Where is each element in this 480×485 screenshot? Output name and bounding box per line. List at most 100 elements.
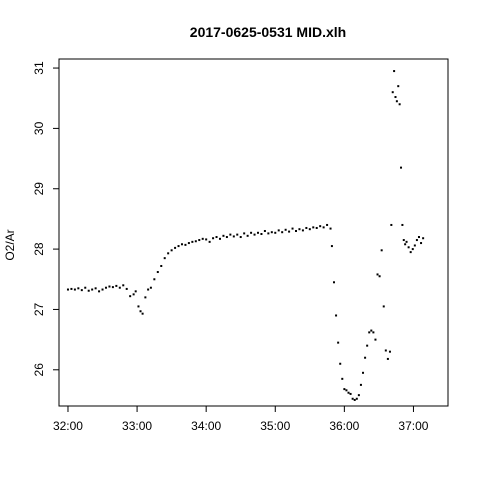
data-point xyxy=(331,245,333,247)
data-point xyxy=(188,242,190,244)
data-point xyxy=(140,310,142,312)
data-point xyxy=(81,289,83,291)
data-point xyxy=(372,331,374,333)
data-point xyxy=(281,231,283,233)
data-point xyxy=(420,242,422,244)
data-point xyxy=(216,236,218,238)
data-point xyxy=(70,288,72,290)
data-point xyxy=(137,305,139,307)
chart-title: 2017-0625-0531 MID.xlh xyxy=(190,24,346,40)
data-point xyxy=(278,229,280,231)
data-point xyxy=(153,278,155,280)
data-point xyxy=(410,251,412,253)
y-tick-label: 28 xyxy=(32,242,46,256)
data-point xyxy=(399,103,401,105)
x-tick-label: 33:00 xyxy=(122,419,152,433)
data-point xyxy=(309,228,311,230)
data-point xyxy=(198,239,200,241)
data-point xyxy=(240,236,242,238)
data-point xyxy=(383,305,385,307)
data-point xyxy=(77,287,79,289)
data-point xyxy=(205,238,207,240)
data-point xyxy=(389,351,391,353)
data-point xyxy=(144,296,146,298)
data-point xyxy=(108,286,110,288)
data-point xyxy=(330,228,332,230)
data-point xyxy=(178,245,180,247)
data-point xyxy=(91,289,93,291)
data-point xyxy=(298,228,300,230)
data-point xyxy=(292,228,294,230)
data-point xyxy=(341,378,343,380)
data-point xyxy=(335,314,337,316)
data-point xyxy=(392,91,394,93)
y-tick-label: 29 xyxy=(32,182,46,196)
data-point xyxy=(337,342,339,344)
data-point xyxy=(316,227,318,229)
data-point xyxy=(394,96,396,98)
data-point xyxy=(260,233,262,235)
data-point xyxy=(408,246,410,248)
data-point xyxy=(400,167,402,169)
data-point xyxy=(191,241,193,243)
x-tick-label: 34:00 xyxy=(191,419,221,433)
y-tick-label: 30 xyxy=(32,121,46,135)
data-point xyxy=(393,70,395,72)
data-point xyxy=(385,349,387,351)
data-point xyxy=(135,290,137,292)
data-point xyxy=(360,384,362,386)
y-tick-label: 31 xyxy=(32,61,46,75)
data-point xyxy=(354,399,356,401)
data-point xyxy=(160,265,162,267)
data-point xyxy=(397,85,399,87)
data-point xyxy=(326,224,328,226)
data-point xyxy=(319,225,321,227)
data-point xyxy=(350,393,352,395)
data-point xyxy=(250,232,252,234)
data-point xyxy=(129,295,131,297)
data-point xyxy=(267,232,269,234)
data-point xyxy=(358,394,360,396)
data-point xyxy=(404,243,406,245)
data-point xyxy=(102,289,104,291)
data-point xyxy=(167,252,169,254)
data-point xyxy=(412,248,414,250)
data-point xyxy=(247,235,249,237)
data-point xyxy=(115,285,117,287)
data-point xyxy=(288,231,290,233)
data-point xyxy=(226,236,228,238)
data-point xyxy=(381,249,383,251)
data-point xyxy=(374,339,376,341)
data-point xyxy=(264,230,266,232)
data-point xyxy=(133,293,135,295)
data-point xyxy=(236,234,238,236)
data-point xyxy=(202,238,204,240)
y-tick-label: 27 xyxy=(32,302,46,316)
x-tick-label: 37:00 xyxy=(398,419,428,433)
data-point xyxy=(422,237,424,239)
data-point xyxy=(302,229,304,231)
data-point xyxy=(157,271,159,273)
data-point xyxy=(254,234,256,236)
data-point xyxy=(212,237,214,239)
data-point xyxy=(362,372,364,374)
data-point xyxy=(95,287,97,289)
data-point xyxy=(184,244,186,246)
data-point xyxy=(418,236,420,238)
data-point xyxy=(285,229,287,231)
data-point xyxy=(164,257,166,259)
data-point xyxy=(414,244,416,246)
data-point xyxy=(401,224,403,226)
data-point xyxy=(387,358,389,360)
data-point xyxy=(406,241,408,243)
data-point xyxy=(370,330,372,332)
data-point xyxy=(379,275,381,277)
x-tick-label: 35:00 xyxy=(260,419,290,433)
data-point xyxy=(150,287,152,289)
data-point xyxy=(209,241,211,243)
data-point xyxy=(339,363,341,365)
data-point xyxy=(126,288,128,290)
data-point xyxy=(352,398,354,400)
y-axis-label: O2/Ar xyxy=(3,229,17,260)
